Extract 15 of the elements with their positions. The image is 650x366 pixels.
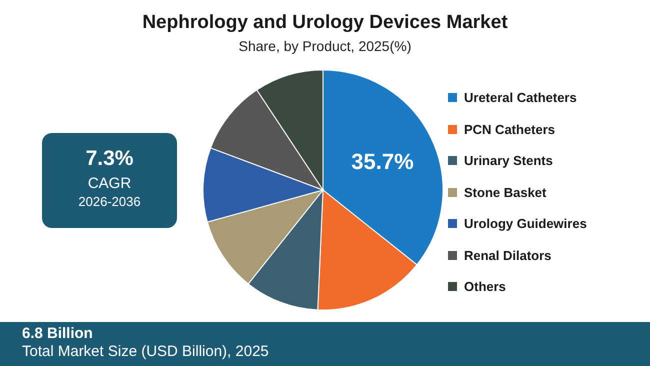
text: CAGR — [86, 175, 132, 192]
legend-label: PCN Catheters — [464, 122, 556, 137]
legend-label: Renal Dilators — [464, 248, 552, 263]
chart-title: Nephrology and Urology Devices Market — [141, 12, 509, 34]
data-label: 35.7% — [351, 148, 414, 174]
legend-label: Others — [464, 279, 506, 294]
legend-label: Ureteral Catheters — [464, 90, 577, 106]
legend-label: Stone Basket — [464, 184, 546, 200]
text: 7.3% — [84, 147, 134, 171]
text: Total Market Size (USD Billion), 2025 — [22, 343, 269, 360]
text: 6.8 Billion — [22, 325, 93, 342]
legend-label: Urinary Stents — [464, 153, 553, 168]
legend-label: Urology Guidewires — [464, 216, 587, 232]
chart-subtitle: Share, by Product, 2025(%) — [238, 38, 412, 54]
text: 2026-2036 — [77, 194, 142, 209]
